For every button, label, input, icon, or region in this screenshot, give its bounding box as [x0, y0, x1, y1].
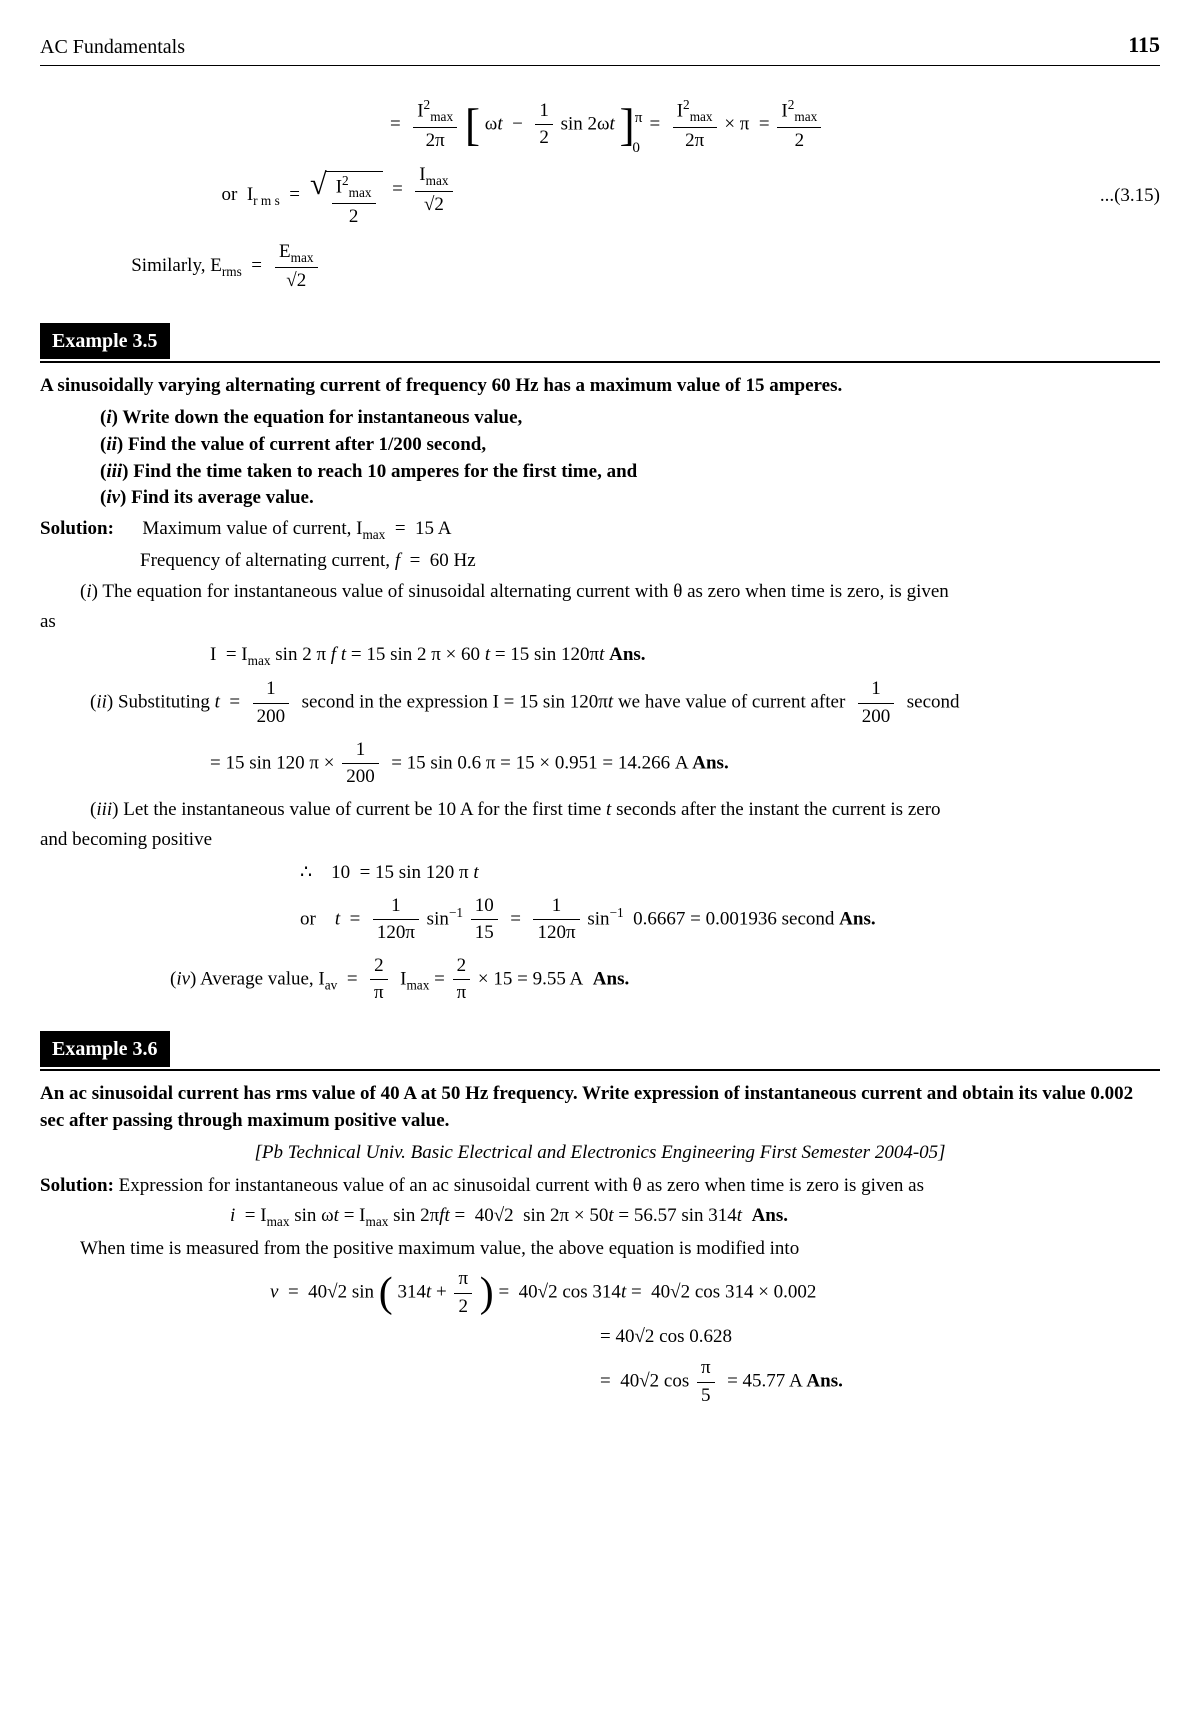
- ex36-sol-eq3: = 40√2 cos 0.628: [600, 1324, 1160, 1351]
- ex35-sol-as: as: [40, 609, 1160, 636]
- ex35-sol-iii-text2: and becoming positive: [40, 827, 1160, 854]
- ex36-citation: [Pb Technical Univ. Basic Electrical and…: [40, 1140, 1160, 1167]
- example-3-5-label: Example 3.5: [40, 323, 170, 359]
- ex35-sol-ii-text: (ii) Substituting t = 1200 second in the…: [90, 676, 1160, 730]
- ex35-sol-iii-text: (iii) Let the instantaneous value of cur…: [90, 797, 1160, 824]
- ex35-solution-line1: Solution: Maximum value of current, Imax…: [40, 516, 1160, 544]
- rms-derivation: = I2max2π [ ωt − 12 sin 2ωt ]π0 = I2max2…: [40, 96, 1160, 295]
- ex35-sol-ii-eq: = 15 sin 120 π × 1200 = 15 sin 0.6 π = 1…: [210, 737, 1160, 791]
- ex36-sol-text1: Solution: Expression for instantaneous v…: [40, 1173, 1160, 1200]
- ex35-sol-i-text: (i) The equation for instantaneous value…: [80, 579, 1160, 606]
- ex35-part-i: (i) Write down the equation for instanta…: [100, 405, 1160, 432]
- ex36-sol-eq4: = 40√2 cos π5 = 45.77 A Ans.: [600, 1355, 1160, 1409]
- equation-number: ...(3.15): [1060, 183, 1160, 210]
- ex35-part-iv: (iv) Find its average value.: [100, 485, 1160, 512]
- ex35-part-iii: (iii) Find the time taken to reach 10 am…: [100, 459, 1160, 486]
- page-number: 115: [1128, 30, 1160, 61]
- ex35-sol-iii-eq1: ∴ 10 = 15 sin 120 π t: [300, 860, 1160, 887]
- ex35-intro: A sinusoidally varying alternating curre…: [40, 373, 1160, 400]
- ex35-sol-iii-eq2: or t = 1120π sin−1 1015 = 1120π sin−1 0.…: [300, 893, 1160, 947]
- ex36-sol-eq2: v = 40√2 sin ( 314t + π2 ) = 40√2 cos 31…: [270, 1266, 1160, 1320]
- chapter-title: AC Fundamentals: [40, 33, 185, 61]
- header-rule: [40, 65, 1160, 66]
- ex35-part-ii: (ii) Find the value of current after 1/2…: [100, 432, 1160, 459]
- ex36-problem: An ac sinusoidal current has rms value o…: [40, 1081, 1160, 1134]
- example-3-5-rule: [40, 361, 1160, 363]
- page-header: AC Fundamentals 115: [40, 30, 1160, 61]
- ex35-sol-i-eq: I = Imax sin 2 π f t = 15 sin 2 π × 60 t…: [210, 642, 1160, 670]
- ex36-sol-text2: When time is measured from the positive …: [80, 1236, 1160, 1263]
- ex35-sol-iv: (iv) Average value, Iav = 2π Imax = 2π ×…: [170, 953, 1160, 1007]
- example-3-6-label: Example 3.6: [40, 1031, 170, 1067]
- example-3-6-rule: [40, 1069, 1160, 1071]
- ex36-sol-eq1: i = Imax sin ωt = Imax sin 2πft = 40√2 s…: [230, 1203, 1160, 1231]
- ex35-solution-freq: Frequency of alternating current, f = 60…: [140, 548, 1160, 575]
